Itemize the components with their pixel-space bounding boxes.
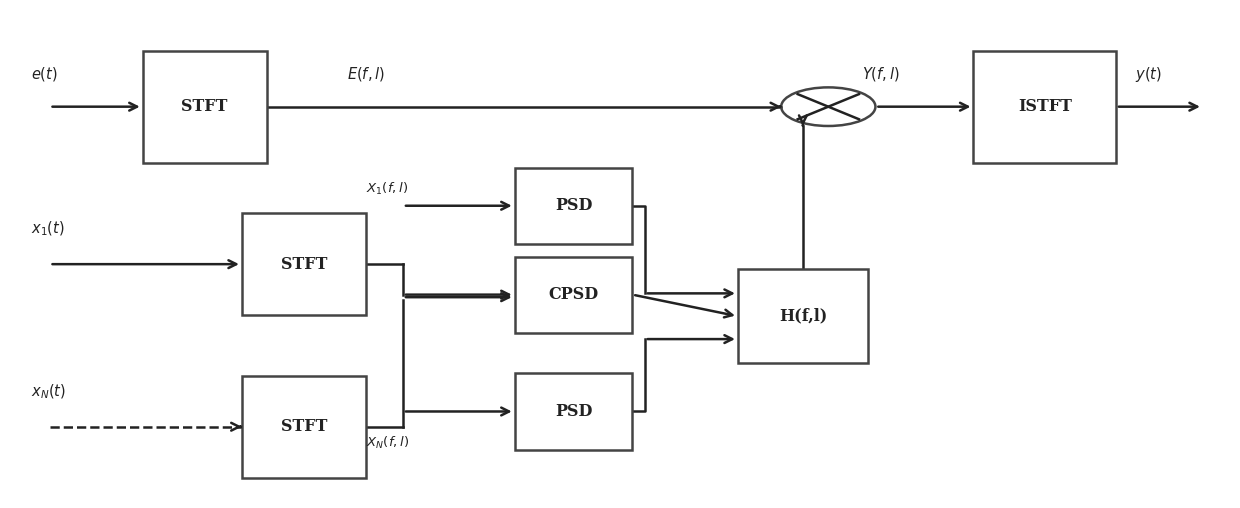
Text: STFT: STFT [280,256,327,273]
Text: $X_N(f,l)$: $X_N(f,l)$ [366,435,409,451]
Text: $x_N(t)$: $x_N(t)$ [31,383,66,401]
FancyBboxPatch shape [515,257,632,333]
FancyBboxPatch shape [242,213,366,315]
Text: $Y(f,l)$: $Y(f,l)$ [862,65,899,83]
Text: $x_1(t)$: $x_1(t)$ [31,220,64,238]
Text: PSD: PSD [554,403,593,420]
FancyBboxPatch shape [515,168,632,244]
Text: CPSD: CPSD [548,286,599,303]
Text: STFT: STFT [181,98,228,115]
FancyBboxPatch shape [738,269,868,363]
Text: $X_1(f,l)$: $X_1(f,l)$ [366,181,408,197]
Text: PSD: PSD [554,197,593,214]
Text: $e(t)$: $e(t)$ [31,65,58,83]
Text: H(f,l): H(f,l) [779,308,827,325]
Text: STFT: STFT [280,418,327,435]
Text: ISTFT: ISTFT [1018,98,1071,115]
Text: $y(t)$: $y(t)$ [1135,65,1162,84]
FancyBboxPatch shape [515,373,632,450]
FancyBboxPatch shape [973,51,1116,163]
FancyBboxPatch shape [143,51,267,163]
FancyBboxPatch shape [242,376,366,478]
Text: $E(f,l)$: $E(f,l)$ [347,65,386,83]
